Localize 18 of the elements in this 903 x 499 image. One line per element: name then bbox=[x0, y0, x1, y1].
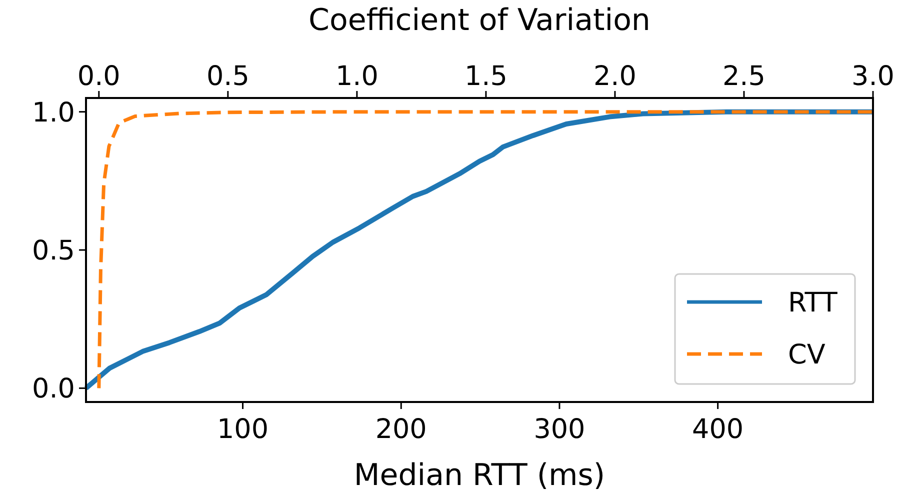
x-tick-label: 200 bbox=[375, 414, 427, 445]
legend-label: CV bbox=[788, 339, 826, 370]
x-tick-label: 400 bbox=[692, 414, 744, 445]
x2-tick-label: 3.0 bbox=[852, 61, 894, 92]
y-tick-label: 0.0 bbox=[32, 374, 75, 405]
x2-tick-label: 0.5 bbox=[206, 61, 250, 92]
y-tick-label: 1.0 bbox=[32, 97, 75, 128]
x2-tick-label: 2.0 bbox=[593, 61, 636, 92]
x2-tick-label: 0.0 bbox=[77, 61, 120, 92]
x2-axis-title: Coefficient of Variation bbox=[308, 3, 650, 38]
x2-tick-label: 1.5 bbox=[464, 61, 508, 92]
x-tick-label: 100 bbox=[216, 414, 269, 445]
x-axis-title: Median RTT (ms) bbox=[354, 458, 606, 493]
y-tick-label: 0.5 bbox=[32, 235, 75, 266]
x-tick-label: 300 bbox=[534, 414, 586, 445]
x2-tick-label: 1.0 bbox=[335, 61, 378, 92]
x2-tick-label: 2.5 bbox=[722, 61, 766, 92]
legend-label: RTT bbox=[788, 287, 838, 318]
